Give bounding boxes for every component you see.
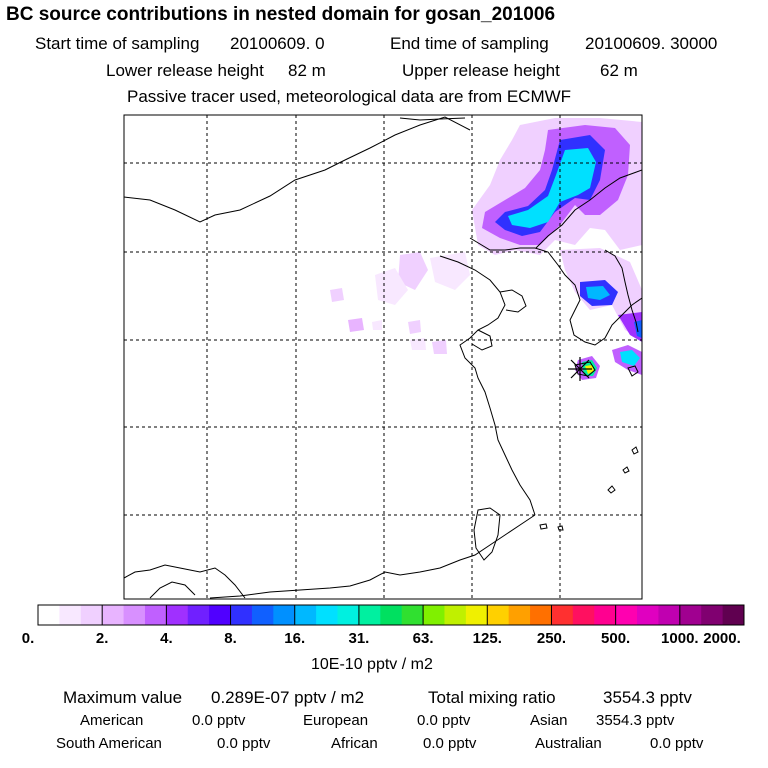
lower-height-value: 82 m (288, 61, 326, 80)
colorbar-tick-label: 31. (348, 630, 370, 647)
colorbar-tick-label: 1000. (661, 630, 699, 647)
upper-height-value: 62 m (600, 61, 638, 80)
region-value: 0.0 pptv (423, 735, 477, 752)
colorbar-cell (679, 605, 702, 625)
colorbar-cell (530, 605, 552, 625)
end-time-label: End time of sampling (390, 34, 549, 53)
region-value: 3554.3 pptv (596, 712, 675, 729)
map-title: BC source contributions in nested domain… (6, 4, 556, 25)
colorbar-cell (38, 605, 60, 625)
concentration-plume (330, 118, 642, 380)
max-value: 0.289E-07 pptv / m2 (211, 688, 365, 707)
colorbar-cell (273, 605, 296, 625)
colorbar-tick-label: 2. (95, 630, 109, 647)
colorbar-cell (187, 605, 210, 625)
total-mixing-value: 3554.3 pptv (603, 688, 692, 707)
colorbar-cell (637, 605, 659, 625)
upper-height-label: Upper release height (402, 61, 560, 80)
colorbar-tick-label: 2000. (703, 630, 741, 647)
region-name: Australian (535, 735, 602, 752)
colorbar-tick-label: 63. (412, 630, 434, 647)
map-frame (123, 114, 643, 600)
colorbar-tick-label: 16. (284, 630, 306, 647)
colorbar-cell (337, 605, 360, 625)
colorbar-cell (594, 605, 617, 625)
colorbar-tick-label: 125. (472, 630, 502, 647)
colorbar-cell (508, 605, 531, 625)
gosan-site-marker (568, 357, 592, 381)
colorbar-cell (615, 605, 638, 625)
colorbar-cell (59, 605, 82, 625)
colorbar-cell (658, 605, 681, 625)
region-name: South American (56, 735, 162, 752)
colorbar-cell (444, 605, 467, 625)
region-name: African (331, 735, 378, 752)
coastlines (124, 116, 642, 599)
region-name: American (80, 712, 144, 729)
colorbar-cell (380, 605, 403, 625)
colorbar-cell (316, 605, 339, 625)
colorbar-cell (551, 605, 574, 625)
max-value-label: Maximum value (63, 688, 183, 707)
colorbar-cell (251, 605, 274, 625)
colorbar-cell (294, 605, 317, 625)
total-mixing-label: Total mixing ratio (428, 688, 556, 707)
region-value: 0.0 pptv (217, 735, 271, 752)
colorbar-cell (230, 605, 253, 625)
region-name: European (303, 712, 369, 729)
colorbar-cell (701, 605, 724, 625)
colorbar-frame (37, 604, 745, 626)
colorbar-unit: 10E-10 pptv / m2 (311, 656, 433, 673)
colorbar-cell (572, 605, 595, 625)
map-area (124, 115, 642, 599)
region-name: Asian (530, 712, 568, 729)
colorbar-cell (123, 605, 146, 625)
colorbar-cell (401, 605, 424, 625)
lat-lon-grid (124, 115, 642, 599)
start-time-value: 20100609. 0 (230, 34, 325, 53)
colorbar-tick-label: 4. (160, 630, 173, 647)
colorbar-cell (722, 605, 745, 625)
tracer-note: Passive tracer used, meteorological data… (127, 87, 572, 106)
colorbar-tick-label: 0. (21, 630, 35, 647)
colorbar-cell (465, 605, 488, 625)
region-value: 0.0 pptv (417, 712, 471, 729)
region-value: 0.0 pptv (650, 735, 704, 752)
colorbar (38, 605, 745, 625)
start-time-label: Start time of sampling (35, 34, 200, 53)
colorbar-cell (102, 605, 125, 625)
colorbar-cell (423, 605, 445, 625)
colorbar-cell (358, 605, 381, 625)
lower-height-label: Lower release height (106, 61, 264, 80)
colorbar-cell (487, 605, 510, 625)
colorbar-cell (144, 605, 167, 625)
colorbar-cell (166, 605, 189, 625)
region-value: 0.0 pptv (192, 712, 246, 729)
colorbar-cell (209, 605, 232, 625)
end-time-value: 20100609. 30000 (585, 34, 718, 53)
colorbar-tick-label: 500. (601, 630, 631, 647)
colorbar-tick-label: 8. (224, 630, 237, 647)
colorbar-tick-label: 250. (536, 630, 567, 647)
colorbar-cell (80, 605, 103, 625)
